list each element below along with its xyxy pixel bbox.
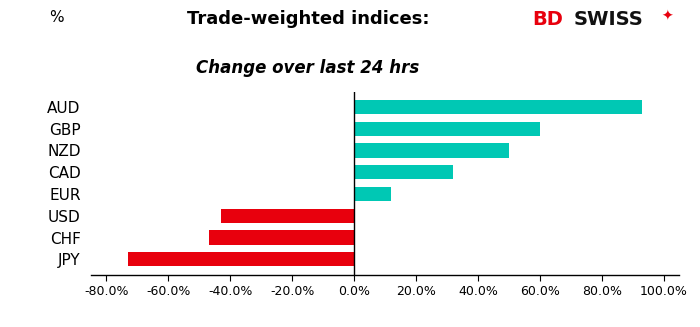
- Text: SWISS: SWISS: [574, 10, 644, 29]
- Bar: [354, 187, 391, 201]
- Bar: [354, 122, 540, 136]
- Bar: [128, 252, 354, 267]
- Text: Change over last 24 hrs: Change over last 24 hrs: [197, 59, 419, 77]
- Bar: [354, 144, 509, 158]
- Bar: [221, 209, 354, 223]
- Bar: [209, 231, 354, 245]
- Bar: [354, 165, 453, 179]
- Text: %: %: [49, 10, 64, 25]
- Text: BD: BD: [532, 10, 563, 29]
- Text: Trade-weighted indices:: Trade-weighted indices:: [187, 10, 429, 28]
- Text: ✦: ✦: [662, 10, 673, 24]
- Bar: [354, 100, 642, 114]
